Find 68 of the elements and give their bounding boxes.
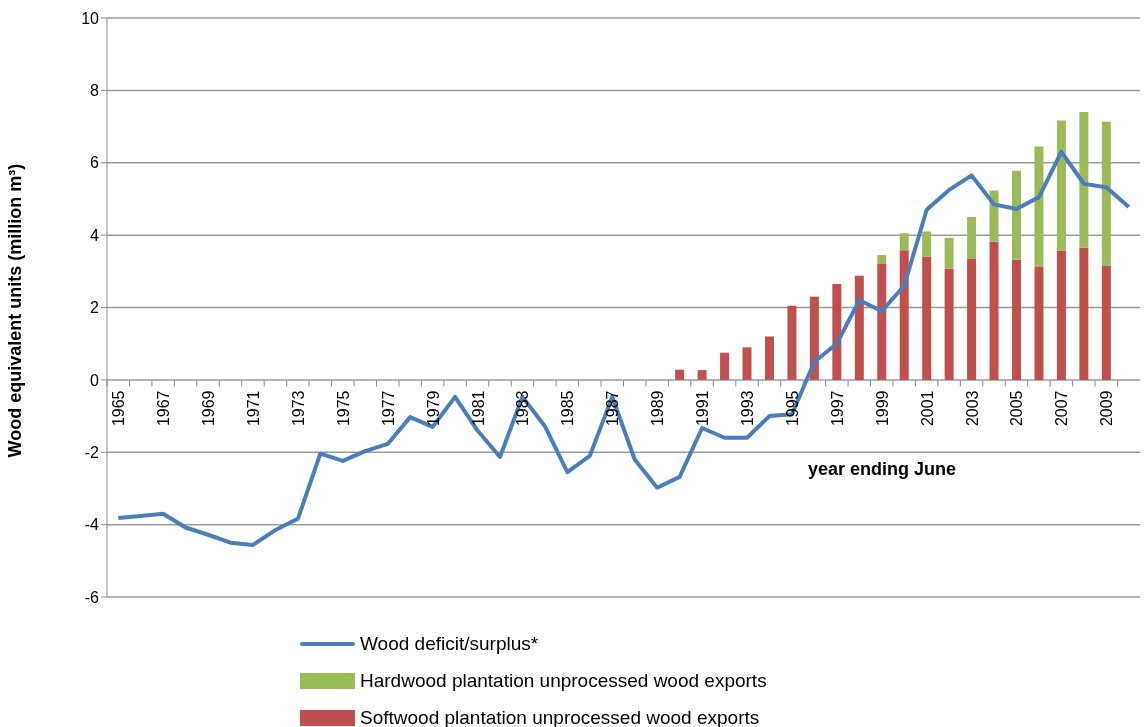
x-tick-label: 1999 (873, 390, 891, 427)
bar (832, 283, 842, 380)
bar (899, 250, 909, 380)
bar (742, 347, 752, 380)
x-tick-label: 1965 (110, 390, 128, 427)
x-tick-label: 2005 (1008, 390, 1026, 427)
bar (922, 231, 932, 257)
bar (899, 233, 909, 251)
x-tick-label: 1967 (155, 390, 173, 427)
x-tick-label: 2001 (918, 390, 936, 427)
bar (922, 256, 932, 380)
bar (989, 190, 999, 242)
x-tick-label: 1973 (289, 390, 307, 427)
bar (809, 296, 819, 380)
y-tick-label: 4 (90, 226, 100, 244)
y-tick-label: 8 (90, 82, 100, 100)
bar (1012, 170, 1021, 260)
x-tick-label: 1989 (649, 390, 667, 427)
x-tick-label: 1995 (783, 390, 801, 427)
y-tick-label: -6 (84, 588, 100, 606)
x-tick-label: 2007 (1053, 390, 1071, 427)
x-tick-label: 1985 (559, 390, 577, 427)
x-tick-label: 1993 (739, 390, 757, 427)
bar (967, 217, 977, 260)
x-tick-label: 2003 (963, 390, 981, 427)
x-tick-label: 1975 (334, 390, 352, 427)
bar (967, 259, 977, 380)
x-axis-title: year ending June (808, 458, 957, 480)
bar (877, 255, 887, 265)
y-axis-title: Wood equivalent units (million m³) (5, 163, 26, 458)
x-tick-label: 1991 (694, 390, 712, 427)
bar (944, 237, 954, 269)
bar (1034, 146, 1044, 267)
bar (1079, 247, 1089, 380)
x-tick-label: 1971 (244, 390, 262, 427)
y-tick-label: -2 (84, 443, 100, 461)
bar (1012, 259, 1021, 380)
bar (1079, 112, 1089, 248)
legend-label: Wood deficit/surplus* (360, 632, 539, 655)
y-tick-label: 10 (81, 9, 100, 27)
bar (1056, 120, 1066, 251)
bar (989, 241, 999, 380)
x-tick-label: 1977 (379, 390, 397, 427)
y-tick-label: 0 (90, 371, 100, 389)
x-tick-label: 2009 (1098, 390, 1116, 427)
bar (764, 336, 774, 380)
bar (720, 352, 730, 380)
y-tick-label: 2 (90, 299, 100, 317)
bar (854, 275, 864, 380)
legend-label: Softwood plantation unprocessed wood exports (360, 706, 760, 727)
x-tick-label: 1979 (424, 390, 442, 427)
x-tick-label: 1983 (514, 390, 532, 427)
bar (675, 369, 685, 380)
x-tick-label: 1987 (604, 390, 622, 427)
y-tick-label: 6 (90, 154, 100, 172)
bar (1101, 121, 1111, 266)
y-tick-label: -4 (84, 516, 100, 534)
bar (1056, 250, 1066, 380)
bar (877, 264, 887, 380)
bar (1101, 265, 1111, 380)
x-tick-label: 1969 (200, 390, 218, 427)
bar (787, 305, 797, 380)
bar (1034, 266, 1044, 380)
x-tick-label: 1981 (469, 390, 487, 427)
legend-label: Hardwood plantation unprocessed wood exports (360, 669, 767, 692)
bar (944, 268, 954, 380)
x-tick-label: 1997 (828, 390, 846, 427)
bar (697, 370, 707, 380)
